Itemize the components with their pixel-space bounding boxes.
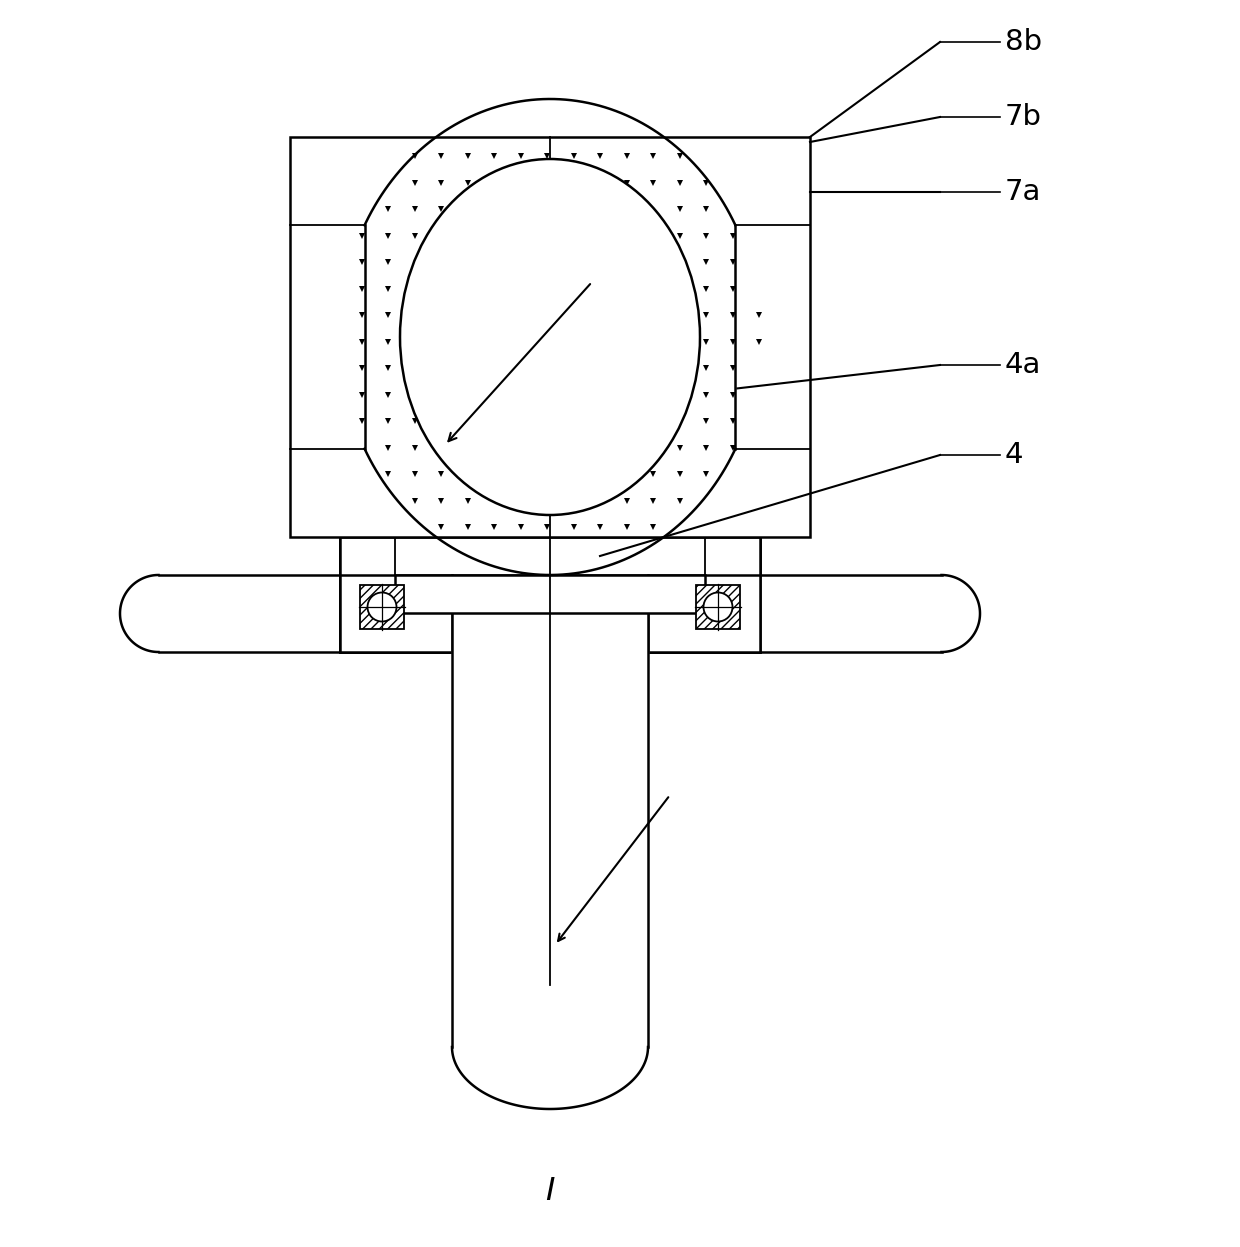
- Bar: [340, 537, 760, 575]
- Text: 7b: 7b: [1004, 104, 1042, 131]
- Bar: [649, 537, 760, 652]
- Bar: [360, 585, 404, 628]
- Circle shape: [703, 592, 733, 621]
- Text: I: I: [546, 1176, 554, 1207]
- Ellipse shape: [401, 160, 701, 515]
- Bar: [340, 537, 453, 652]
- Circle shape: [367, 592, 397, 621]
- Text: 7a: 7a: [1004, 178, 1042, 206]
- Bar: [396, 575, 706, 614]
- Text: 4a: 4a: [1004, 350, 1042, 379]
- Text: 4: 4: [1004, 441, 1023, 469]
- Bar: [340, 537, 453, 652]
- Bar: [340, 537, 453, 652]
- Bar: [290, 137, 810, 537]
- Polygon shape: [453, 575, 649, 1047]
- Polygon shape: [340, 575, 453, 652]
- Polygon shape: [649, 575, 760, 652]
- Text: 8b: 8b: [1004, 27, 1042, 56]
- Bar: [649, 537, 760, 652]
- Bar: [649, 537, 760, 652]
- Bar: [696, 585, 740, 628]
